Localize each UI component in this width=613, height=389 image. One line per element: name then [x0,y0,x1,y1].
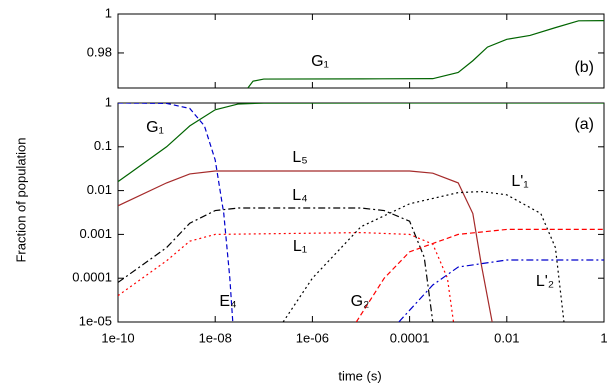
series-line [247,20,604,88]
x-tick-label: 1e-10 [101,330,134,345]
series-line [398,259,604,322]
series-line [355,228,604,322]
y-tick-label: 0.0001 [72,270,112,285]
y-tick-label: 0.001 [79,226,112,241]
y-tick-label: 1 [105,5,112,20]
series-group [118,103,604,322]
series-label: G₂ [351,293,370,310]
series-label: G₁ [146,119,164,136]
y-tick-label: 1e-05 [79,313,112,328]
y-tick-label: 0.98 [87,44,112,59]
x-tick-label: 1e-06 [296,330,329,345]
y-axis-label: Fraction of population [13,137,28,262]
y-tick-label: 0.01 [87,182,112,197]
x-tick-label: 1 [600,330,607,345]
y-tick-label: 0.1 [94,138,112,153]
series-label: L₅ [292,149,307,166]
series-label: L'₂ [536,273,554,290]
x-tick-label: 0.01 [494,330,519,345]
series-line [118,103,234,322]
series-line [118,231,455,322]
plot-frame [117,102,605,323]
plot-frame [117,13,605,89]
series-line [118,103,604,183]
panel-label: (b) [574,59,594,76]
series-label: L'₁ [511,173,528,190]
x-axis-label: time (s) [338,368,381,383]
series-label: L₄ [292,187,307,204]
series-line [118,207,434,322]
series-group [247,20,604,88]
series-label: L₁ [293,238,307,255]
panel-label: (a) [574,116,594,133]
series-label: G₁ [311,53,329,70]
series-line [118,170,493,322]
x-tick-label: 1e-08 [199,330,232,345]
y-tick-label: 1 [105,94,112,109]
x-tick-label: 0.0001 [390,330,430,345]
series-label: E₄ [219,293,236,310]
